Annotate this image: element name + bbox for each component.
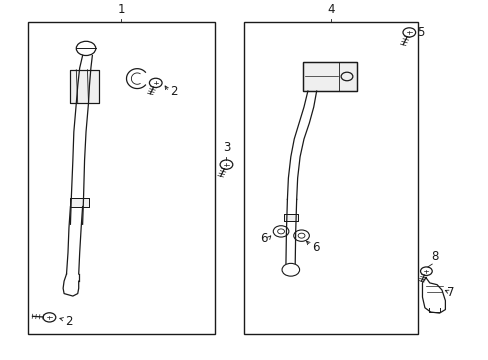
Bar	[70, 198, 89, 207]
Bar	[284, 213, 298, 221]
Bar	[303, 62, 356, 91]
Text: 7: 7	[447, 286, 454, 299]
Text: 1: 1	[117, 4, 124, 17]
Bar	[70, 70, 99, 103]
Text: 2: 2	[170, 85, 178, 98]
Bar	[27, 22, 215, 334]
Text: 5: 5	[417, 26, 424, 39]
Text: 6: 6	[260, 232, 267, 245]
Bar	[70, 198, 89, 207]
Text: 8: 8	[430, 250, 437, 263]
Text: 4: 4	[326, 4, 334, 17]
Text: 3: 3	[223, 141, 230, 154]
Text: 6: 6	[311, 241, 319, 254]
Bar	[244, 22, 417, 334]
Text: 2: 2	[65, 315, 72, 328]
Bar	[303, 62, 356, 91]
Bar	[70, 70, 99, 103]
Bar	[284, 213, 298, 221]
